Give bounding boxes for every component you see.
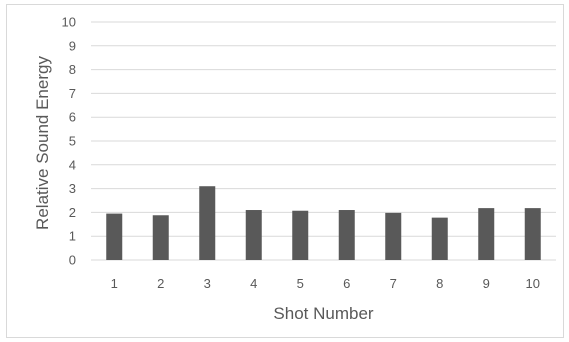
bar — [478, 208, 495, 260]
bar — [338, 210, 355, 260]
x-tick-label: 3 — [204, 276, 211, 291]
x-tick-label: 4 — [250, 276, 257, 291]
bar — [199, 186, 216, 260]
y-tick-label: 2 — [69, 205, 76, 220]
x-tick-label: 1 — [111, 276, 118, 291]
y-axis-title: Relative Sound Energy — [33, 56, 52, 230]
x-tick-label: 7 — [390, 276, 397, 291]
y-tick-labels: 0 1 2 3 4 5 6 7 8 9 10 — [62, 15, 76, 268]
y-tick-label: 10 — [62, 15, 76, 30]
y-tick-label: 4 — [69, 157, 76, 172]
x-tick-label: 10 — [526, 276, 540, 291]
bars — [106, 186, 541, 260]
x-tick-labels: 1 2 3 4 5 6 7 8 9 10 — [111, 276, 540, 291]
y-tick-label: 6 — [69, 110, 76, 125]
y-tick-label: 1 — [69, 229, 76, 244]
y-tick-label: 0 — [69, 253, 76, 268]
y-tick-label: 9 — [69, 38, 76, 53]
bar — [245, 210, 262, 260]
y-tick-label: 7 — [69, 86, 76, 101]
x-tick-label: 8 — [436, 276, 443, 291]
y-tick-label: 5 — [69, 134, 76, 149]
bar — [152, 215, 169, 260]
y-tick-label: 8 — [69, 62, 76, 77]
x-tick-label: 2 — [157, 276, 164, 291]
x-tick-label: 5 — [297, 276, 304, 291]
x-axis-title: Shot Number — [273, 304, 373, 323]
x-tick-label: 6 — [343, 276, 350, 291]
bar — [106, 213, 123, 260]
bar — [385, 212, 402, 260]
x-tick-label: 9 — [483, 276, 490, 291]
chart-frame — [6, 4, 564, 338]
bar — [292, 210, 309, 260]
bar — [431, 217, 448, 260]
bar — [524, 208, 541, 260]
y-tick-label: 3 — [69, 181, 76, 196]
